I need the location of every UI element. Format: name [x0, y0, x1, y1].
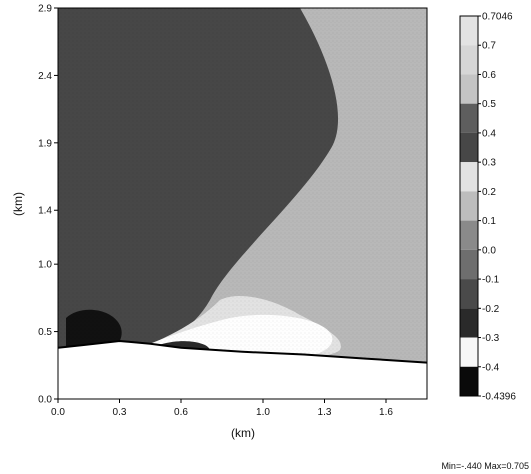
colorbar-tick-label: -0.4 — [482, 362, 500, 373]
colorbar-frame — [459, 15, 479, 397]
x-tick-label: 1.0 — [256, 407, 270, 418]
x-tick-label: 0.3 — [113, 407, 127, 418]
terrain-line — [58, 339, 427, 364]
colorbar-tick-label: 0.7046 — [482, 12, 513, 23]
colorbar-tick-label: 0.2 — [482, 187, 496, 198]
colorbar-tick-label: 0.5 — [482, 99, 496, 110]
ground-fill — [58, 341, 427, 399]
colorbar-bin — [460, 162, 478, 192]
colorbar-bin — [460, 74, 478, 104]
y-tick-label: 2.4 — [38, 71, 52, 82]
plot-area — [58, 8, 427, 399]
x-axis-label: (km) — [231, 426, 255, 440]
colorbar-bin — [460, 249, 478, 280]
colorbar-bin — [460, 366, 478, 396]
x-tick-label: 0.0 — [51, 407, 65, 418]
colorbar-bin — [460, 220, 478, 250]
y-axis-label: (km) — [11, 192, 25, 216]
y-tick-label: 0.0 — [38, 395, 52, 406]
x-tick-label: 1.6 — [379, 407, 393, 418]
speckle-overlay — [58, 8, 427, 399]
colorbar-tick-label: -0.3 — [482, 333, 500, 344]
y-tick-label: 1.4 — [38, 206, 52, 217]
y-tick-label: 0.5 — [38, 327, 52, 338]
y-tick-label: 1.9 — [38, 138, 52, 149]
x-tick-label: 0.6 — [174, 407, 188, 418]
y-ticks: 0.0 0.5 1.0 1.4 1.9 2.4 2.9 — [38, 4, 58, 406]
colorbar-tick-label: 0.1 — [482, 216, 496, 227]
colorbar-tick-label: 0.7 — [482, 41, 496, 52]
colorbar: -0.4396 -0.4 -0.3 -0.2 -0.1 0.0 0.1 0.2 0.3 0.4 0.… — [459, 12, 516, 403]
colorbar-bin — [460, 132, 478, 163]
colorbar-bin — [460, 337, 478, 367]
colorbar-bin — [460, 45, 478, 75]
colorbar-bin — [460, 308, 478, 338]
colorbar-tick-label: 0.3 — [482, 158, 496, 169]
min-max-footer: Min=-.440 Max=0.705 — [441, 461, 529, 471]
colorbar-tick-label: -0.4396 — [482, 392, 516, 403]
y-tick-label: 1.0 — [38, 260, 52, 271]
colorbar-tick-label: -0.1 — [482, 275, 500, 286]
y-tick-label: 2.9 — [38, 4, 52, 15]
plot-frame — [57, 7, 428, 400]
colorbar-tick-label: 0.4 — [482, 128, 496, 139]
colorbar-tick-label: 0.6 — [482, 70, 496, 81]
x-tick-label: 1.3 — [318, 407, 332, 418]
colorbar-tick-label: -0.2 — [482, 304, 500, 315]
colorbar-bin — [460, 191, 478, 221]
colorbar-bin — [460, 279, 478, 309]
colorbar-tick-label: 0.0 — [482, 245, 496, 256]
colorbar-bin — [460, 16, 478, 46]
colorbar-bin — [460, 103, 478, 133]
x-ticks: 0.0 0.3 0.6 1.0 1.3 1.6 — [51, 399, 393, 418]
